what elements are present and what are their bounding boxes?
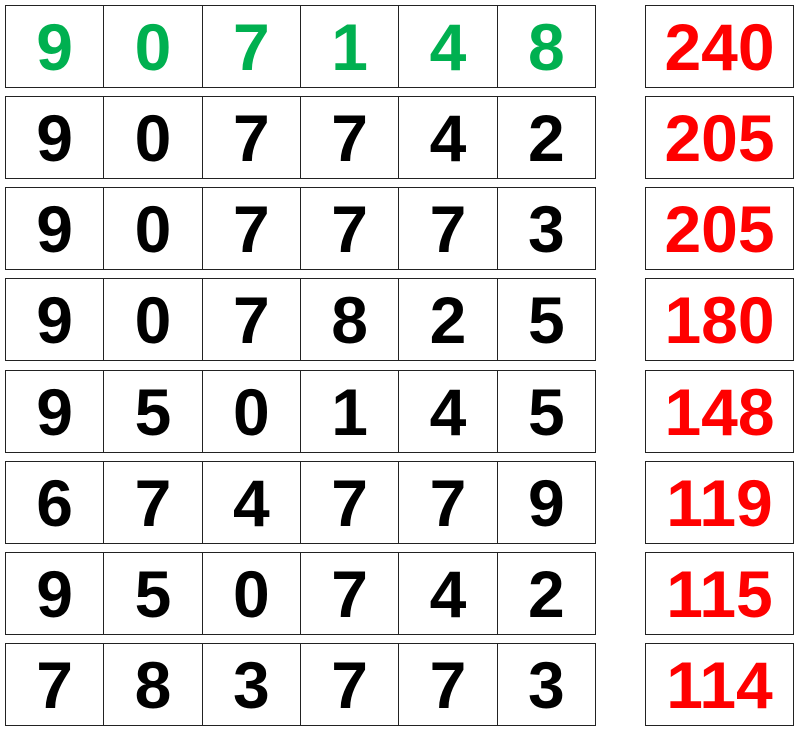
digit-cell: 0 bbox=[104, 6, 203, 87]
guess-row: 9 0 7 7 4 2 205 bbox=[0, 96, 800, 181]
guess-row: 9 0 7 7 7 3 205 bbox=[0, 187, 800, 272]
score-box: 115 bbox=[645, 552, 794, 635]
digit-cell: 2 bbox=[399, 279, 498, 360]
digit-cell: 7 bbox=[301, 97, 400, 178]
guess-row: 9 5 0 1 4 5 148 bbox=[0, 370, 800, 455]
digit-cell: 9 bbox=[527, 465, 565, 540]
digit-cell: 9 bbox=[6, 6, 105, 87]
guess-row: 9 0 7 8 2 5 180 bbox=[0, 278, 800, 363]
guess-row: 7 8 3 7 7 3 114 bbox=[0, 643, 800, 728]
digit-cell: 7 bbox=[203, 188, 301, 269]
digit-cell: 9 bbox=[6, 188, 105, 269]
digit-cell: 4 bbox=[203, 462, 301, 543]
digit-cell: 8 bbox=[104, 644, 203, 725]
digit-cell: 3 bbox=[527, 191, 565, 266]
score-box: 205 bbox=[645, 187, 794, 270]
digit-cell: 7 bbox=[104, 462, 203, 543]
digit-cell: 6 bbox=[6, 462, 105, 543]
digit-cell: 4 bbox=[399, 553, 498, 634]
digit-cell: 3 bbox=[527, 647, 565, 722]
digit-cell: 5 bbox=[104, 371, 203, 452]
digit-cell: 5 bbox=[527, 374, 565, 449]
digit-cell: 1 bbox=[301, 371, 400, 452]
digit-cell: 2 bbox=[527, 556, 565, 631]
digit-cell: 0 bbox=[104, 279, 203, 360]
digit-cell: 4 bbox=[399, 97, 498, 178]
digit-cell: 7 bbox=[301, 644, 400, 725]
digit-cell: 7 bbox=[399, 188, 498, 269]
digit-cell: 4 bbox=[399, 6, 498, 87]
guess-row: 9 5 0 7 4 2 115 bbox=[0, 552, 800, 637]
score-box: 114 bbox=[645, 643, 794, 726]
score-box: 148 bbox=[645, 370, 794, 453]
digit-cell: 8 bbox=[527, 9, 565, 84]
digit-cell: 7 bbox=[301, 553, 400, 634]
digit-cell: 3 bbox=[203, 644, 301, 725]
digit-cell: 7 bbox=[203, 6, 301, 87]
digit-cell: 7 bbox=[203, 279, 301, 360]
digit-cell: 0 bbox=[104, 97, 203, 178]
score-box: 240 bbox=[645, 5, 794, 88]
digit-cell: 5 bbox=[104, 553, 203, 634]
digit-cell: 7 bbox=[301, 462, 400, 543]
digit-cell: 9 bbox=[6, 371, 105, 452]
score-box: 119 bbox=[645, 461, 794, 544]
digit-cell: 5 bbox=[527, 282, 565, 357]
digit-cell: 8 bbox=[301, 279, 400, 360]
digit-cell: 2 bbox=[527, 100, 565, 175]
score-box: 180 bbox=[645, 278, 794, 361]
digit-cell: 1 bbox=[301, 6, 400, 87]
digit-cell: 9 bbox=[6, 279, 105, 360]
digit-cell: 7 bbox=[301, 188, 400, 269]
digit-cell: 9 bbox=[6, 553, 105, 634]
target-row: 9 0 7 1 4 8 240 bbox=[0, 5, 800, 90]
digit-cell: 0 bbox=[203, 371, 301, 452]
digit-cell: 9 bbox=[6, 97, 105, 178]
digit-cell: 7 bbox=[399, 644, 498, 725]
guess-row: 6 7 4 7 7 9 119 bbox=[0, 461, 800, 546]
digit-cell: 7 bbox=[399, 462, 498, 543]
digit-cell: 0 bbox=[104, 188, 203, 269]
digit-cell: 0 bbox=[203, 553, 301, 634]
score-box: 205 bbox=[645, 96, 794, 179]
digit-cell: 7 bbox=[203, 97, 301, 178]
digit-cell: 7 bbox=[6, 644, 105, 725]
digit-cell: 4 bbox=[399, 371, 498, 452]
